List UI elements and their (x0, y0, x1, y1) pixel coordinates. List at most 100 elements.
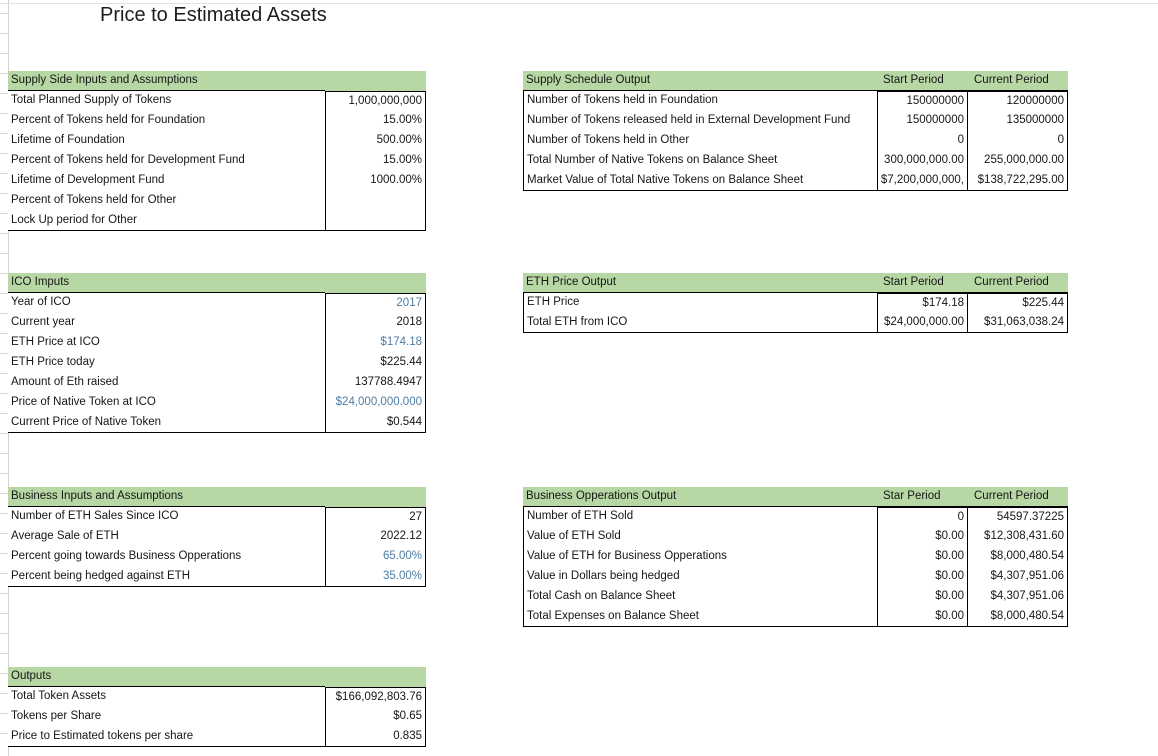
cell-start-period[interactable]: 0 (877, 131, 968, 151)
column-header-start-period[interactable]: Start Period (877, 71, 968, 91)
table-header-label[interactable]: Outputs (8, 667, 325, 687)
cell-current-period[interactable]: $138,722,295.00 (968, 171, 1068, 191)
row-label[interactable]: Total Expenses on Balance Sheet (523, 607, 877, 627)
table-header-label[interactable]: Supply Schedule Output (523, 71, 877, 91)
row-label[interactable]: Lifetime of Foundation (11, 134, 125, 146)
row-label[interactable]: Amount of Eth raised (11, 376, 119, 388)
supply-inputs-header[interactable]: Supply Side Inputs and Assumptions (8, 71, 426, 91)
cell-start-period[interactable]: 150000000 (877, 111, 968, 131)
outputs-header[interactable]: Outputs (8, 667, 426, 687)
cell-value[interactable]: $0.65 (325, 707, 426, 727)
column-header-current-period[interactable]: Current Period (968, 71, 1068, 91)
cell-current-period[interactable]: 0 (968, 131, 1068, 151)
row-label[interactable]: Price of Native Token at ICO (11, 396, 156, 408)
cell-value[interactable]: 1000.00% (325, 171, 426, 191)
row-label[interactable]: Number of Tokens held in Foundation (523, 91, 877, 111)
cell-value[interactable]: 35.00% (325, 567, 426, 587)
cell-start-period[interactable]: $0.00 (877, 567, 968, 587)
business-operations-header[interactable]: Business Opperations Output Star Period … (523, 487, 1068, 507)
row-label[interactable]: Current Price of Native Token (8, 413, 325, 433)
cell-value[interactable]: 27 (325, 507, 426, 527)
row-label[interactable]: Tokens per Share (11, 710, 102, 722)
cell-value[interactable]: 2022.12 (325, 527, 426, 547)
cell-start-period[interactable]: $0.00 (877, 547, 968, 567)
cell-value[interactable]: 15.00% (325, 151, 426, 171)
row-label[interactable]: Value of ETH Sold (523, 527, 877, 547)
row-label[interactable]: Average Sale of ETH (11, 530, 119, 542)
cell-start-period[interactable]: $174.18 (877, 293, 968, 313)
cell-current-period[interactable]: $4,307,951.06 (968, 587, 1068, 607)
row-label[interactable]: Number of ETH Sold (523, 507, 877, 527)
row-label[interactable]: Number of Tokens released held in Extern… (523, 111, 877, 131)
cell-start-period[interactable]: $7,200,000,000, (877, 171, 968, 191)
row-label[interactable]: Price to Estimated tokens per share (8, 727, 325, 747)
row-label[interactable]: Total Planned Supply of Tokens (11, 94, 172, 106)
row-label[interactable]: Year of ICO (11, 296, 71, 308)
cell-current-period[interactable]: 54597.37225 (968, 507, 1068, 527)
cell-current-period[interactable]: 120000000 (968, 91, 1068, 111)
cell-start-period[interactable]: $0.00 (877, 527, 968, 547)
cell-value[interactable]: 2018 (325, 313, 426, 333)
cell-value[interactable]: $166,092,803.76 (325, 687, 426, 707)
cell-current-period[interactable]: $8,000,480.54 (968, 547, 1068, 567)
eth-price-output-header[interactable]: ETH Price Output Start Period Current Pe… (523, 273, 1068, 293)
table-header-label[interactable]: Business Opperations Output (523, 487, 877, 507)
cell-start-period[interactable]: 300,000,000.00 (877, 151, 968, 171)
cell-current-period[interactable]: $31,063,038.24 (968, 313, 1068, 333)
cell-current-period[interactable]: $4,307,951.06 (968, 567, 1068, 587)
cell-start-period[interactable]: 0 (877, 507, 968, 527)
cell-current-period[interactable]: $225.44 (968, 293, 1068, 313)
row-label[interactable]: Value of ETH for Business Opperations (523, 547, 877, 567)
row-label[interactable]: Lock Up period for Other (8, 211, 325, 231)
column-header-current-period[interactable]: Current Period (968, 487, 1068, 507)
row-label[interactable]: Current year (11, 316, 75, 328)
cell-start-period[interactable]: $24,000,000.00 (877, 313, 968, 333)
table-header-label[interactable]: Supply Side Inputs and Assumptions (8, 71, 325, 91)
cell-value[interactable]: 137788.4947 (325, 373, 426, 393)
row-label[interactable]: Number of Tokens held in Other (523, 131, 877, 151)
cell-value[interactable]: 15.00% (325, 111, 426, 131)
cell-current-period[interactable]: 255,000,000.00 (968, 151, 1068, 171)
cell-value[interactable] (325, 211, 426, 231)
cell-value[interactable]: $24,000,000.000 (325, 393, 426, 413)
column-header-current-period[interactable]: Current Period (968, 273, 1068, 293)
row-label[interactable]: Number of ETH Sales Since ICO (11, 510, 179, 522)
cell-start-period[interactable]: $0.00 (877, 587, 968, 607)
cell-start-period[interactable]: 150000000 (877, 91, 968, 111)
row-label[interactable]: Lifetime of Development Fund (11, 174, 165, 186)
row-label[interactable]: Percent going towards Business Opperatio… (11, 550, 242, 562)
cell-value[interactable]: 0.835 (325, 727, 426, 747)
row-label[interactable]: Percent of Tokens held for Development F… (11, 154, 245, 166)
cell-value[interactable]: 65.00% (325, 547, 426, 567)
column-header-star-period[interactable]: Star Period (877, 487, 968, 507)
row-label[interactable]: Total Cash on Balance Sheet (523, 587, 877, 607)
table-header-label[interactable]: ETH Price Output (523, 273, 877, 293)
table-header-label[interactable]: ICO Imputs (8, 273, 325, 293)
row-label[interactable]: Value in Dollars being hedged (523, 567, 877, 587)
cell-value[interactable]: $0.544 (325, 413, 426, 433)
cell-current-period[interactable]: $8,000,480.54 (968, 607, 1068, 627)
cell-current-period[interactable]: 135000000 (968, 111, 1068, 131)
cell-value[interactable]: 1,000,000,000 (325, 91, 426, 111)
row-label[interactable]: Percent of Tokens held for Foundation (11, 114, 206, 126)
cell-start-period[interactable]: $0.00 (877, 607, 968, 627)
cell-value[interactable] (325, 191, 426, 211)
row-label[interactable]: ETH Price at ICO (11, 336, 100, 348)
ico-inputs-header[interactable]: ICO Imputs (8, 273, 426, 293)
row-label[interactable]: Percent being hedged against ETH (8, 567, 325, 587)
row-label[interactable]: ETH Price (523, 293, 877, 313)
row-label[interactable]: Percent of Tokens held for Other (11, 194, 177, 206)
row-label[interactable]: Total Token Assets (11, 690, 107, 702)
table-header-label[interactable]: Business Inputs and Assumptions (8, 487, 325, 507)
cell-value[interactable]: 500.00% (325, 131, 426, 151)
row-label[interactable]: Total Number of Native Tokens on Balance… (523, 151, 877, 171)
row-label[interactable]: Total ETH from ICO (523, 313, 877, 333)
cell-current-period[interactable]: $12,308,431.60 (968, 527, 1068, 547)
supply-schedule-header[interactable]: Supply Schedule Output Start Period Curr… (523, 71, 1068, 91)
cell-value[interactable]: $225.44 (325, 353, 426, 373)
business-inputs-header[interactable]: Business Inputs and Assumptions (8, 487, 426, 507)
column-header-start-period[interactable]: Start Period (877, 273, 968, 293)
row-label[interactable]: ETH Price today (11, 356, 95, 368)
cell-value[interactable]: $174.18 (325, 333, 426, 353)
row-label[interactable]: Market Value of Total Native Tokens on B… (523, 171, 877, 191)
